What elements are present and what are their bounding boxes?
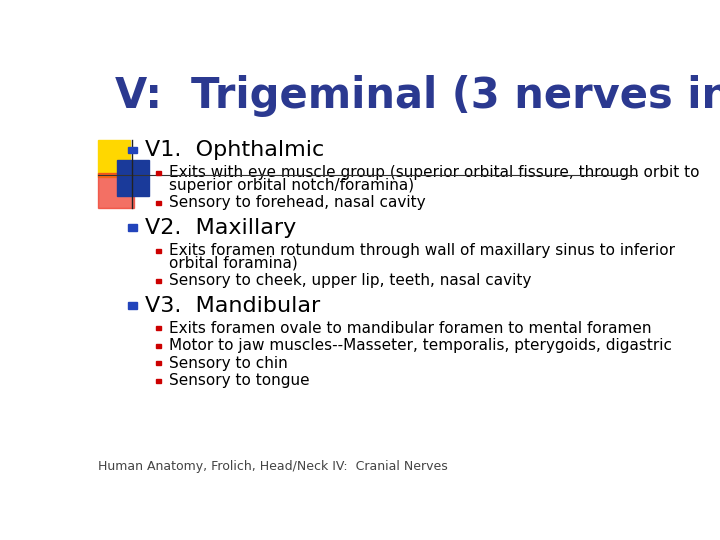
Text: V2.  Maxillary: V2. Maxillary xyxy=(145,218,296,238)
Text: Exits with eye muscle group (superior orbital fissure, through orbit to: Exits with eye muscle group (superior or… xyxy=(169,165,700,180)
Text: Sensory to tongue: Sensory to tongue xyxy=(169,373,310,388)
Bar xyxy=(156,279,161,282)
Text: Exits foramen rotundum through wall of maxillary sinus to inferior: Exits foramen rotundum through wall of m… xyxy=(169,243,675,258)
Text: Exits foramen ovale to mandibular foramen to mental foramen: Exits foramen ovale to mandibular forame… xyxy=(169,321,652,336)
Text: Sensory to cheek, upper lip, teeth, nasal cavity: Sensory to cheek, upper lip, teeth, nasa… xyxy=(169,273,531,288)
Bar xyxy=(156,326,161,330)
Bar xyxy=(128,302,137,309)
Bar xyxy=(156,344,161,348)
Bar xyxy=(128,147,137,153)
Bar xyxy=(98,173,134,208)
Bar xyxy=(128,225,137,231)
Text: orbital foramina): orbital foramina) xyxy=(169,255,298,271)
Text: V1.  Ophthalmic: V1. Ophthalmic xyxy=(145,140,324,160)
Text: Sensory to chin: Sensory to chin xyxy=(169,356,288,371)
Bar xyxy=(156,361,161,366)
Text: Human Anatomy, Frolich, Head/Neck IV:  Cranial Nerves: Human Anatomy, Frolich, Head/Neck IV: Cr… xyxy=(98,460,448,473)
Bar xyxy=(156,171,161,175)
Bar xyxy=(156,201,161,205)
Bar xyxy=(156,248,161,253)
Bar xyxy=(156,379,161,383)
Text: V:  Trigeminal (3 nerves in 1!): V: Trigeminal (3 nerves in 1!) xyxy=(115,75,720,117)
Text: Motor to jaw muscles--Masseter, temporalis, pterygoids, digastric: Motor to jaw muscles--Masseter, temporal… xyxy=(169,339,672,353)
Bar xyxy=(98,140,130,177)
Text: Sensory to forehead, nasal cavity: Sensory to forehead, nasal cavity xyxy=(169,195,426,211)
Text: superior orbital notch/foramina): superior orbital notch/foramina) xyxy=(169,178,415,193)
Bar xyxy=(117,160,149,196)
Text: V3.  Mandibular: V3. Mandibular xyxy=(145,295,320,315)
